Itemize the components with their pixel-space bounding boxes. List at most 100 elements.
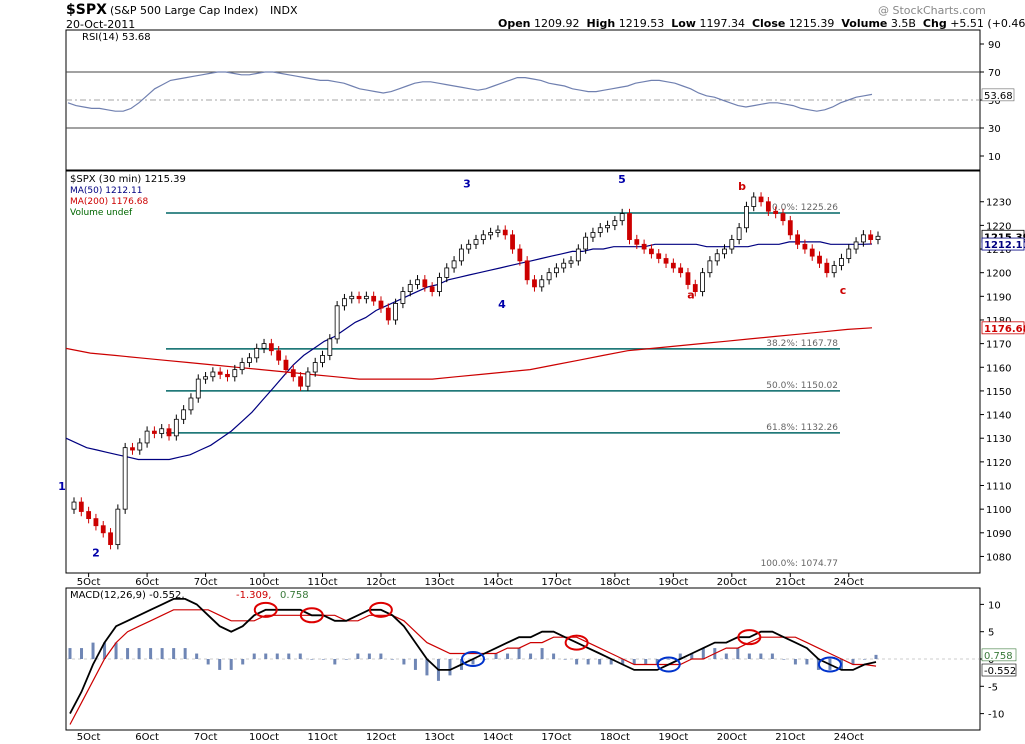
- price-tick-label: 1160: [986, 363, 1011, 374]
- price-xtick-label: 18Oct: [600, 577, 630, 588]
- candle-body: [853, 241, 859, 250]
- candle-body: [137, 442, 143, 451]
- candle-body: [298, 376, 303, 387]
- low-label: Low: [671, 17, 696, 30]
- macd-signal-legend: -1.309,: [236, 590, 271, 601]
- rsi-tick-label: 70: [988, 68, 1001, 79]
- price-xtick-label: 13Oct: [424, 577, 454, 588]
- price-xtick-label: 6Oct: [135, 577, 159, 588]
- macd-hist-bar: [172, 648, 176, 659]
- price-tick-label: 1220: [986, 221, 1011, 232]
- price-tick-label: 1170: [986, 340, 1011, 351]
- candle-body: [619, 213, 625, 222]
- candle-body: [458, 248, 464, 262]
- candle-body: [181, 409, 187, 420]
- candle-body: [342, 298, 347, 307]
- macd-hist-bar: [678, 653, 682, 659]
- candle-body: [488, 232, 494, 236]
- macd-hist-bar: [793, 659, 797, 665]
- candle-body: [422, 279, 428, 288]
- macd-hist-legend: 0.758: [280, 590, 309, 601]
- macd-hist-bar: [805, 659, 809, 665]
- candle-body: [429, 286, 435, 292]
- high-label: High: [586, 17, 616, 30]
- ma50-line: [65, 241, 873, 461]
- fib-label: 50.0%: 1150.02: [766, 381, 838, 391]
- fib-label: 0.0%: 1225.26: [772, 203, 838, 213]
- candle-body: [254, 347, 260, 359]
- candle-body: [327, 338, 333, 356]
- candle-body: [195, 378, 201, 399]
- volume-value: 3.5B: [890, 17, 916, 30]
- macd-hist-bar: [344, 659, 348, 660]
- macd-hist-bar: [598, 659, 602, 665]
- candle-body: [736, 227, 742, 240]
- macd-xtick-label: 11Oct: [308, 732, 338, 743]
- macd-hist-bar: [149, 648, 153, 659]
- candle-body: [795, 234, 800, 245]
- candle-body: [188, 397, 194, 411]
- candle-body: [627, 213, 632, 240]
- candle-body: [225, 373, 230, 378]
- candle-body: [510, 234, 515, 250]
- macd-hist-bar: [183, 648, 187, 659]
- macd-tick-label: 10: [988, 600, 1001, 611]
- macd-hist-bar: [402, 659, 406, 665]
- candle-body: [276, 350, 282, 361]
- wave-label: 5: [618, 173, 626, 186]
- macd-hist-bar: [529, 653, 533, 659]
- exchange-label: INDX: [270, 4, 298, 17]
- candle-body: [744, 206, 749, 229]
- price-xtick-label: 11Oct: [308, 577, 338, 588]
- ma200-line: [65, 327, 873, 380]
- wave-label: b: [738, 180, 746, 193]
- candle-body: [641, 243, 647, 250]
- date-label: 20-Oct-2011: [66, 18, 136, 31]
- candle-body: [539, 279, 545, 288]
- wave-label: 1: [58, 480, 66, 493]
- macd-hist-bar: [390, 659, 394, 660]
- price-tick-label: 1190: [986, 292, 1011, 303]
- candle-body: [210, 371, 216, 378]
- candle-body: [385, 307, 391, 321]
- price-xtick-label: 20Oct: [717, 577, 747, 588]
- candle-body: [480, 234, 486, 240]
- candle-body: [597, 227, 603, 233]
- candle-body: [130, 447, 135, 451]
- macd-xtick-label: 24Oct: [834, 732, 864, 743]
- macd-xtick-label: 21Oct: [775, 732, 805, 743]
- crossover-marker: [564, 634, 589, 651]
- candle-body: [561, 262, 567, 269]
- rsi-tick-label: 50: [988, 96, 1001, 107]
- candle-body: [670, 262, 676, 269]
- macd-hist-bar: [862, 659, 866, 660]
- macd-hist-bar: [137, 648, 141, 659]
- price-xtick-label: 10Oct: [249, 577, 279, 588]
- macd-hist-bar: [851, 659, 855, 665]
- crossover-marker: [817, 656, 842, 673]
- candle-body: [232, 369, 238, 378]
- macd-hist-bar: [724, 653, 728, 659]
- price-tick-label: 1090: [986, 529, 1011, 540]
- macd-hist-bar: [701, 648, 705, 659]
- macd-hist-bar: [736, 648, 740, 659]
- price-tick-label: 1210: [986, 245, 1011, 256]
- macd-hist-bar: [759, 653, 763, 659]
- candle-body: [817, 255, 822, 264]
- macd-xtick-label: 18Oct: [600, 732, 630, 743]
- candle-body: [583, 236, 589, 250]
- close-label: Close: [751, 17, 786, 30]
- price-tick-label: 1120: [986, 458, 1011, 469]
- candle-body: [400, 291, 406, 304]
- macd-hist-bar: [126, 648, 130, 659]
- candle-body: [634, 239, 640, 245]
- price-tick-label: 1110: [986, 482, 1011, 493]
- candle-body: [773, 210, 779, 214]
- macd-tag-label: -0.552: [984, 666, 1016, 677]
- candle-body: [159, 428, 165, 434]
- candle-body: [700, 272, 705, 292]
- candle-body: [122, 447, 128, 510]
- candle-body: [787, 220, 793, 236]
- macd-hist-bar: [333, 659, 337, 665]
